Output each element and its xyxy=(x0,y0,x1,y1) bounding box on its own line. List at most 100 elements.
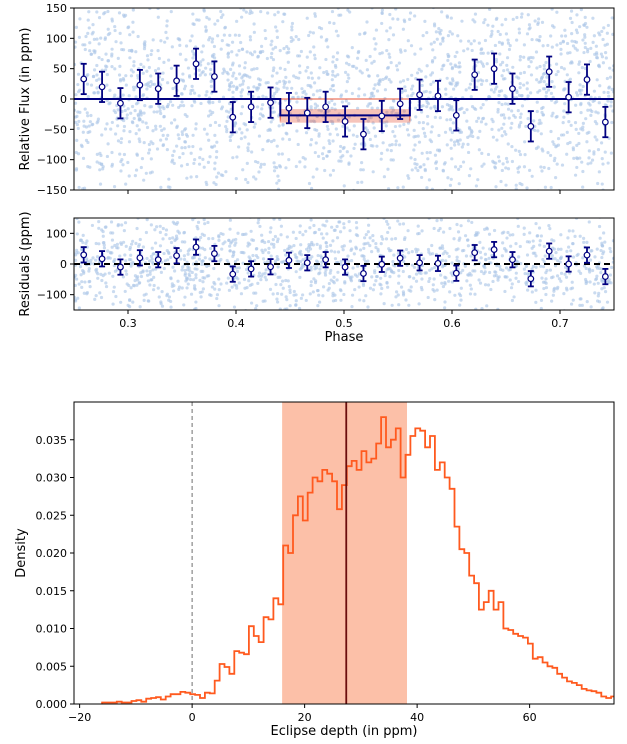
raw-point xyxy=(538,35,542,39)
raw-residual-point xyxy=(501,241,505,245)
raw-point xyxy=(563,87,567,91)
raw-residual-point xyxy=(329,268,333,273)
raw-point xyxy=(488,8,492,12)
raw-point xyxy=(426,114,430,119)
raw-point xyxy=(322,146,326,150)
raw-point xyxy=(396,17,400,21)
raw-residual-point xyxy=(321,285,326,289)
raw-residual-point xyxy=(148,269,152,274)
raw-point xyxy=(464,88,468,92)
raw-point xyxy=(358,69,362,73)
raw-point xyxy=(429,73,433,77)
raw-point xyxy=(271,94,276,98)
raw-point xyxy=(449,16,453,20)
raw-point xyxy=(387,52,391,56)
raw-point xyxy=(456,34,460,38)
raw-point xyxy=(371,170,375,174)
raw-point xyxy=(199,60,203,64)
raw-point xyxy=(170,160,174,164)
raw-point xyxy=(194,127,198,131)
raw-point xyxy=(314,191,317,194)
raw-point xyxy=(476,116,481,120)
raw-point xyxy=(364,126,368,130)
raw-point xyxy=(558,225,561,228)
raw-residual-point xyxy=(99,295,104,300)
raw-point xyxy=(554,62,559,66)
raw-point xyxy=(295,115,300,119)
raw-point xyxy=(503,130,507,134)
binned-point xyxy=(583,76,591,83)
raw-point xyxy=(554,72,558,77)
phase-x-label: Phase xyxy=(325,330,364,345)
raw-point xyxy=(475,85,479,89)
raw-point xyxy=(106,196,109,199)
raw-point xyxy=(271,57,276,62)
raw-point xyxy=(380,21,384,26)
raw-point xyxy=(188,75,192,79)
raw-residual-point xyxy=(109,220,114,224)
raw-point xyxy=(86,114,90,118)
raw-residual-point xyxy=(610,265,614,270)
raw-point xyxy=(128,33,132,37)
raw-residual-point xyxy=(486,283,491,287)
raw-point xyxy=(594,44,598,48)
raw-residual-point xyxy=(320,260,324,264)
raw-residual-point xyxy=(600,255,604,260)
raw-point xyxy=(352,213,355,216)
raw-point xyxy=(346,55,351,59)
raw-point xyxy=(145,213,148,216)
raw-residual-point xyxy=(87,325,90,328)
raw-point xyxy=(266,80,270,85)
raw-residual-point xyxy=(600,279,604,283)
raw-residual-point xyxy=(321,236,325,240)
raw-point xyxy=(149,52,153,57)
raw-residual-point xyxy=(146,299,150,303)
raw-point xyxy=(585,140,589,144)
raw-point xyxy=(191,144,195,149)
raw-point xyxy=(353,142,357,146)
raw-point xyxy=(549,91,554,95)
raw-residual-point xyxy=(465,238,470,242)
raw-point xyxy=(226,78,230,82)
raw-point xyxy=(425,105,429,109)
raw-residual-point xyxy=(396,219,400,223)
raw-point xyxy=(189,92,193,96)
raw-point xyxy=(318,66,322,70)
raw-residual-point xyxy=(237,266,241,270)
raw-residual-point xyxy=(511,233,515,237)
raw-point xyxy=(372,87,376,91)
raw-point xyxy=(412,1,415,4)
raw-point xyxy=(357,94,361,98)
raw-point xyxy=(271,68,275,73)
raw-point xyxy=(278,49,282,53)
raw-point xyxy=(548,153,553,158)
raw-point xyxy=(166,102,170,107)
raw-residual-point xyxy=(556,259,560,263)
raw-point xyxy=(327,100,331,105)
raw-point xyxy=(328,173,333,177)
raw-residual-point xyxy=(422,257,426,261)
binned-point xyxy=(303,109,311,117)
raw-point xyxy=(253,122,257,126)
raw-point xyxy=(510,144,514,149)
raw-point xyxy=(137,128,141,132)
raw-point xyxy=(132,64,136,68)
raw-point xyxy=(224,109,229,113)
raw-residual-point xyxy=(244,267,249,272)
raw-point xyxy=(275,81,279,85)
raw-point xyxy=(298,70,302,75)
raw-residual-point xyxy=(394,290,399,294)
raw-point xyxy=(577,71,581,75)
raw-point xyxy=(527,23,532,27)
raw-point xyxy=(373,47,377,51)
raw-residual-point xyxy=(342,226,346,230)
raw-residual-point xyxy=(77,282,81,286)
raw-residual-point xyxy=(433,265,437,270)
raw-point xyxy=(162,107,166,111)
raw-point xyxy=(105,72,109,77)
raw-residual-point xyxy=(603,240,607,244)
raw-point xyxy=(224,125,228,129)
raw-point xyxy=(552,85,556,89)
raw-point xyxy=(83,43,87,47)
raw-residual-point xyxy=(369,316,372,319)
